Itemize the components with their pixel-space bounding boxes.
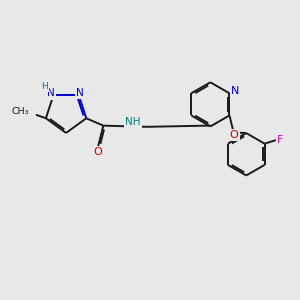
Text: N: N <box>47 88 55 98</box>
Text: O: O <box>94 147 102 157</box>
Text: F: F <box>277 134 284 145</box>
Text: N: N <box>76 88 84 98</box>
Text: O: O <box>230 130 239 140</box>
Text: N: N <box>231 86 240 96</box>
Text: CH₃: CH₃ <box>12 107 29 116</box>
Text: NH: NH <box>125 117 140 127</box>
Text: H: H <box>41 82 48 91</box>
